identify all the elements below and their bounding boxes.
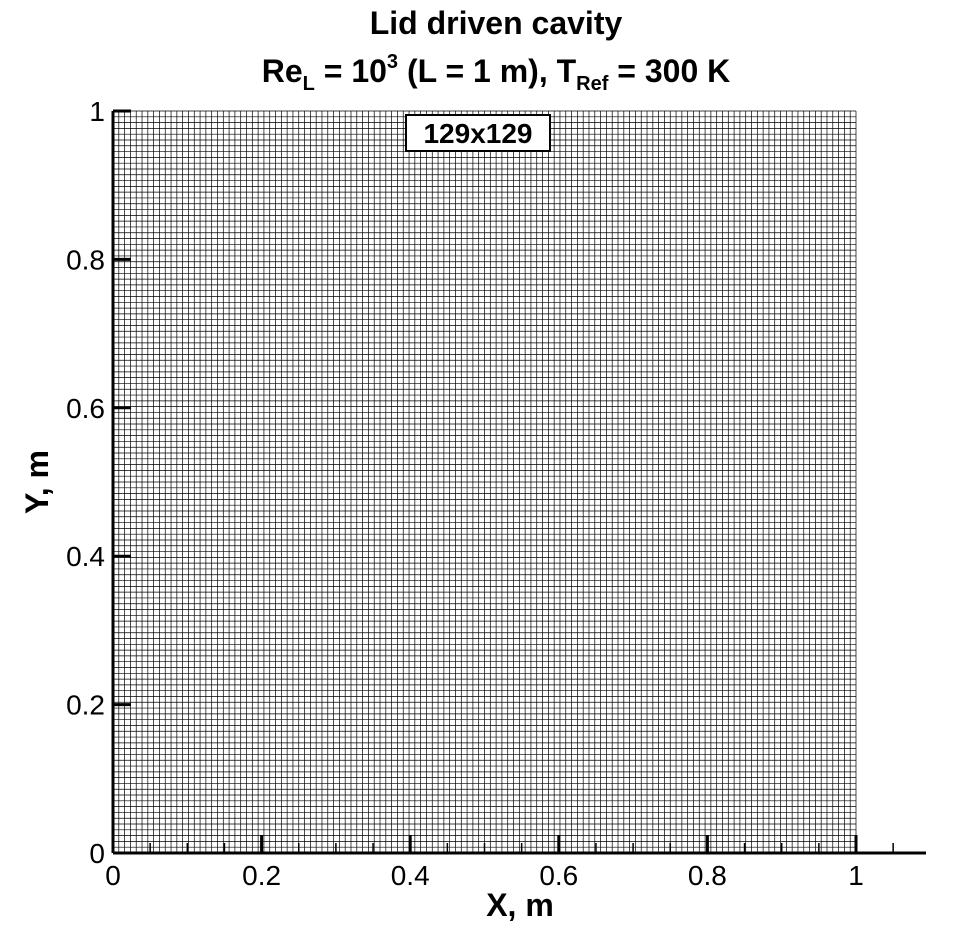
x-tick-label: 0.2 [242, 860, 281, 891]
y-axis-ticks: 0 0.2 0.4 0.6 0.8 1 [66, 96, 131, 869]
title-re-rest: (L = 1 m), T [398, 53, 577, 89]
title-re: Re [262, 53, 303, 89]
x-tick-label: 1 [848, 860, 864, 891]
computational-mesh [112, 110, 857, 854]
chart-title-line1: Lid driven cavity [370, 5, 623, 41]
x-tick-label: 0.4 [391, 860, 430, 891]
x-tick-label: 0 [105, 860, 121, 891]
title-re-exponent: 3 [387, 51, 398, 73]
title-t-rest: = 300 K [608, 53, 730, 89]
title-re-subscript: L [303, 73, 315, 95]
title-re-eq: = 10 [315, 53, 387, 89]
grid-size-label-text: 129x129 [423, 118, 532, 149]
y-tick-label: 0.4 [66, 541, 105, 572]
y-tick-label: 0.8 [66, 244, 105, 275]
y-tick-label: 0.6 [66, 393, 105, 424]
y-tick-label: 0 [89, 838, 105, 869]
title-t-subscript: Ref [576, 73, 609, 95]
grid-size-label: 129x129 [405, 114, 551, 152]
x-tick-label: 0.8 [688, 860, 727, 891]
axes [111, 111, 926, 855]
y-tick-label: 0.2 [66, 690, 105, 721]
chart-title-line2: ReL = 103 (L = 1 m), TRef = 300 K [262, 51, 731, 95]
x-tick-label: 0.6 [539, 860, 578, 891]
y-axis-label: Y, m [19, 450, 55, 514]
grid-size-label-box [405, 114, 551, 152]
x-axis-ticks: 0 0.2 0.4 0.6 0.8 1 [105, 835, 894, 891]
x-axis-label: X, m [486, 887, 554, 923]
y-tick-label: 1 [89, 96, 105, 127]
